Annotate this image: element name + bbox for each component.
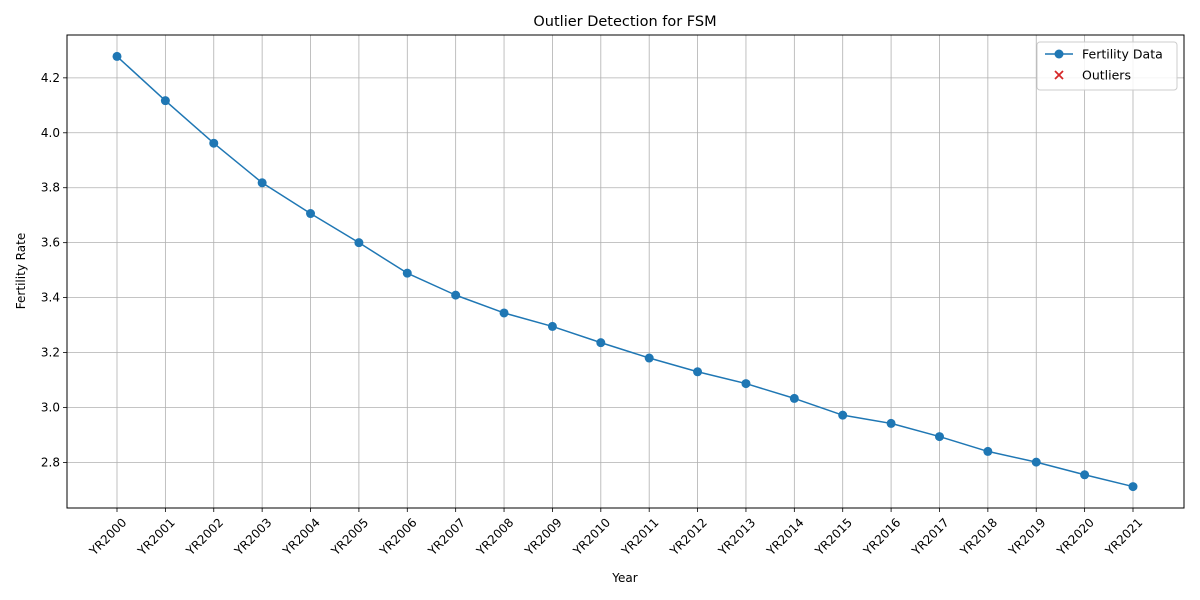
data-point <box>838 410 848 420</box>
plot-frame <box>66 34 1185 509</box>
data-point <box>160 96 170 106</box>
data-point <box>886 418 896 428</box>
legend-label-outliers: Outliers <box>1082 68 1131 83</box>
y-tick-label: 3.2 <box>41 346 60 360</box>
data-point <box>306 209 316 219</box>
data-point <box>547 321 557 331</box>
data-point <box>1080 470 1090 480</box>
data-point <box>934 432 944 442</box>
data-point <box>257 178 267 188</box>
y-tick-label: 4.2 <box>41 71 60 85</box>
legend: Fertility Data Outliers <box>1036 41 1178 91</box>
data-point <box>983 446 993 456</box>
data-point <box>402 268 412 278</box>
y-tick-label: 3.6 <box>41 236 60 250</box>
series-line <box>116 55 1134 488</box>
data-point <box>789 393 799 403</box>
grid <box>67 35 1184 508</box>
data-point <box>499 308 509 318</box>
y-tick-label: 3.4 <box>41 291 60 305</box>
y-tick-label: 4.0 <box>41 126 60 140</box>
legend-label-fertility: Fertility Data <box>1082 47 1163 62</box>
data-point <box>693 367 703 377</box>
data-point <box>644 353 654 363</box>
x-axis-label: Year <box>611 571 637 585</box>
data-point <box>354 238 364 248</box>
legend-marker-swatch <box>1054 49 1064 59</box>
series-layer <box>112 51 1138 492</box>
data-point <box>451 290 461 300</box>
y-tick-label: 3.0 <box>41 400 60 414</box>
data-point <box>112 51 122 61</box>
data-point <box>741 379 751 389</box>
data-point <box>596 338 606 348</box>
chart-title: Outlier Detection for FSM <box>533 14 716 30</box>
y-tick-label: 2.8 <box>41 455 60 469</box>
data-point <box>1128 482 1138 492</box>
y-tick-label: 3.8 <box>41 181 60 195</box>
data-point <box>209 138 219 148</box>
data-point <box>1031 457 1041 467</box>
legend-outlier-x-icon <box>1054 70 1064 80</box>
y-axis-label: Fertility Rate <box>14 233 28 309</box>
